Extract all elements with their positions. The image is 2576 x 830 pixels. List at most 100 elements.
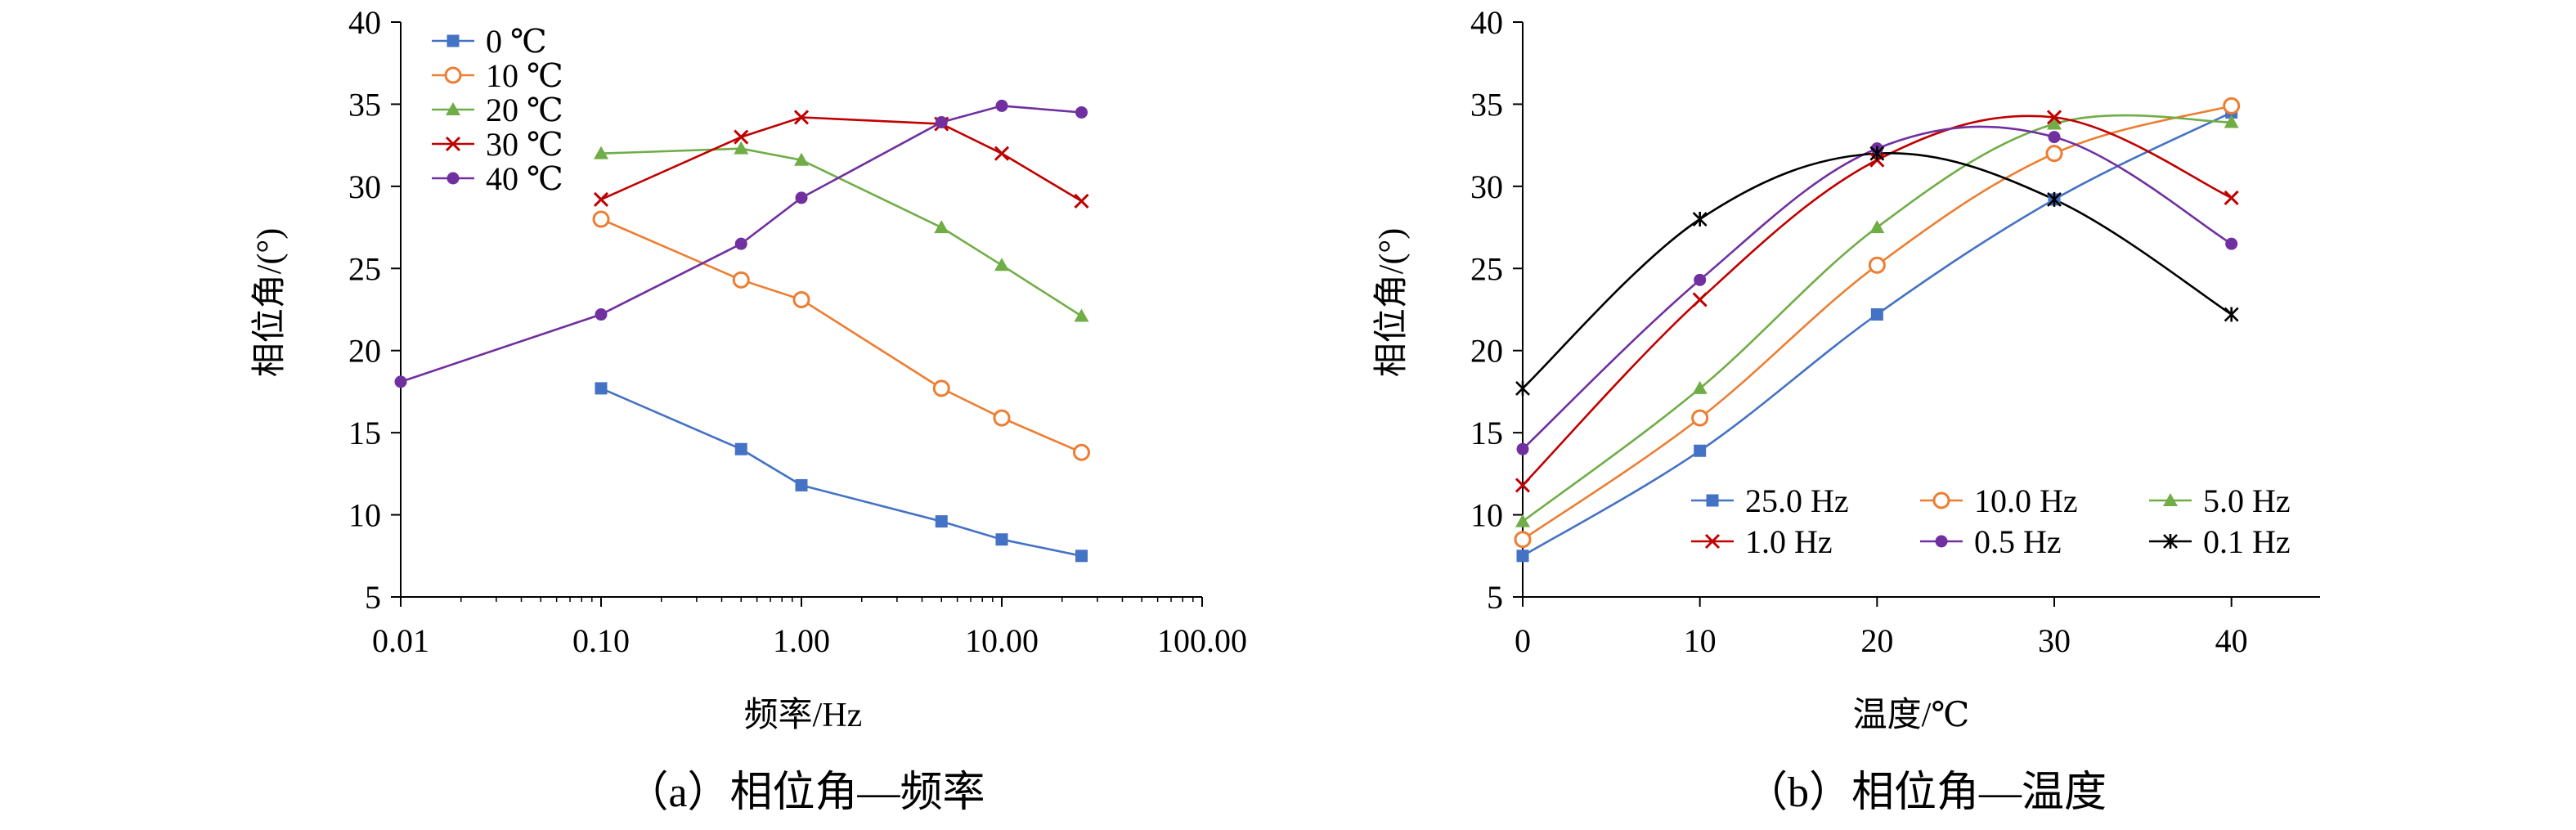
data-point [993,409,1011,427]
data-point [1516,442,1529,455]
data-point [932,379,950,397]
y-tick-label: 40 [348,4,381,41]
legend-label: 1.0 Hz [1745,523,1833,560]
chart-panel-a: 5 10 15 20 25 30 35 40 0.01 0.10 1.00 10.00 100.00 0… [250,4,1247,816]
data-point [1692,292,1708,307]
data-point [2224,307,2239,322]
y-tick-label: 10 [348,497,381,534]
data-point [734,129,749,145]
data-point [1692,380,1708,394]
legend-marker [447,172,460,185]
data-point [2224,114,2239,128]
legend-marker [1706,494,1719,507]
data-point [2047,191,2062,207]
data-point [994,146,1010,161]
x-tick-label: 0.10 [572,622,630,659]
data-point [1515,380,1530,396]
chart-a-series [394,99,1090,563]
chart-b-axes: 5 10 15 20 25 30 35 40 0 10 20 30 40 [1470,4,2320,659]
data-point [734,442,747,455]
data-point [995,533,1008,546]
legend-marker [1704,533,1721,550]
series-line [600,387,1082,558]
chart-a-caption: （a）相位角—频率 [626,769,985,816]
legend-label: 0.1 Hz [2203,523,2291,560]
data-point [2225,237,2238,250]
chart-b-series [1514,96,2241,563]
data-point [1869,220,1885,234]
chart-b-ylabel: 相位角/(°) [1372,228,1411,377]
data-point [1075,550,1088,563]
y-tick-label: 5 [365,579,381,616]
x-tick-label: 10 [1684,622,1717,659]
chart-a-axes: 5 10 15 20 25 30 35 40 0.01 0.10 1.00 10.00 100.00 [348,4,1247,659]
data-point [2045,145,2063,163]
legend-label: 25.0 Hz [1745,482,1849,519]
series-line [600,218,1083,454]
data-point [734,237,747,250]
data-point [595,308,608,321]
series-line [600,147,1083,317]
data-point [593,191,609,207]
data-point [394,375,407,388]
y-tick-label: 5 [1487,579,1503,616]
data-point [734,141,749,155]
y-tick-label: 35 [1470,86,1503,123]
legend-label: 0.5 Hz [1974,523,2062,560]
data-point [1515,514,1530,527]
chart-b-legend: 25.0 Hz 10.0 Hz 5.0 Hz 1.0 Hz 0.5 Hz 0.1 Hz [1691,482,2291,560]
data-point [995,99,1008,112]
chart-b-xlabel: 温度/℃ [1853,697,1970,734]
legend-label: 10.0 Hz [1974,482,2078,519]
legend-label: 40 ℃ [486,160,563,197]
data-point [1692,212,1708,227]
data-point [1869,146,1885,161]
y-tick-label: 15 [1470,415,1503,451]
legend-marker [2163,534,2178,549]
data-point [795,191,808,204]
data-point [1074,308,1089,322]
legend-label: 30 ℃ [486,126,563,163]
data-point [794,152,809,166]
legend-label: 5.0 Hz [2203,482,2291,519]
y-tick-label: 20 [1470,333,1503,370]
y-tick-label: 25 [1470,250,1503,287]
data-point [795,478,808,491]
x-tick-label: 10.00 [965,622,1039,659]
x-tick-label: 1.00 [773,622,830,659]
y-tick-label: 20 [348,333,381,370]
y-tick-label: 30 [1470,168,1503,205]
chart-a-ylabel: 相位角/(°) [250,228,289,377]
x-tick-label: 40 [2215,622,2248,659]
legend-marker [446,102,460,115]
data-point [1694,444,1707,457]
data-point [1694,273,1707,286]
data-point [1514,531,1532,549]
data-point [2223,96,2241,114]
series-line [600,116,1083,203]
y-tick-label: 30 [348,168,381,205]
chart-b-caption: （b）相位角—温度 [1745,769,2107,816]
chart-a-legend: 0 ℃10 ℃20 ℃30 ℃40 ℃ [432,23,563,197]
data-point [934,220,949,234]
data-point [2048,131,2061,144]
y-tick-label: 10 [1470,497,1503,534]
data-point [592,210,610,228]
series-line [1522,114,2233,487]
y-tick-label: 40 [1470,4,1503,41]
chart-a-xlabel: 频率/Hz [744,696,863,734]
legend-marker [447,34,460,47]
y-tick-label: 35 [348,86,381,123]
data-point [935,116,948,129]
data-point [594,146,608,159]
x-tick-label: 100.00 [1157,622,1247,659]
x-tick-label: 30 [2038,622,2071,659]
series-line [1522,114,2232,523]
x-tick-label: 20 [1860,622,1893,659]
data-point [1691,409,1709,427]
legend-marker [2163,493,2178,506]
x-tick-label: 0 [1515,622,1531,659]
data-point [1072,443,1090,461]
